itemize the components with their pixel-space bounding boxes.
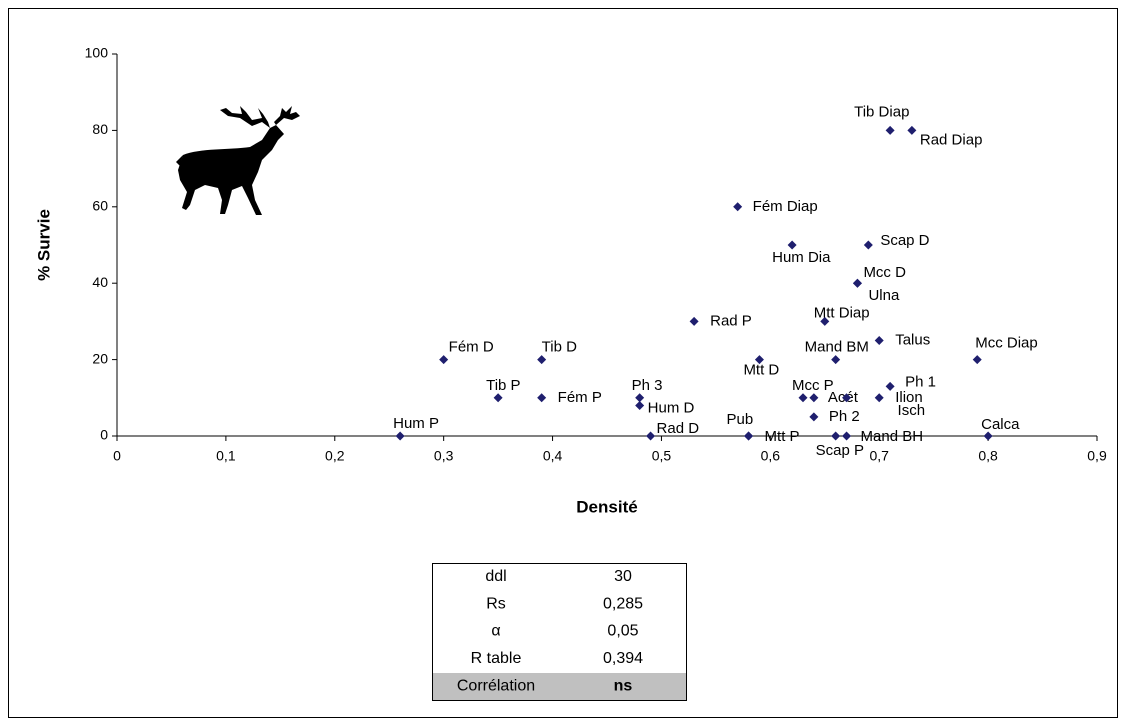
data-point [809, 393, 819, 403]
point-label: Talus [895, 331, 930, 348]
stats-table [432, 563, 687, 701]
point-label: Rad D [657, 420, 700, 437]
point-label: Ph 2 [829, 408, 860, 425]
x-tick-label: 0,4 [543, 448, 563, 464]
table-value: 0,05 [607, 623, 638, 640]
data-point [635, 393, 645, 403]
x-tick-label: 0,2 [325, 448, 345, 464]
data-point [885, 125, 895, 135]
y-axis-title: % Survie [34, 209, 53, 281]
point-label: Mcc D [863, 264, 906, 281]
point-label: Hum P [393, 415, 439, 432]
point-label: Mand BM [805, 339, 869, 356]
data-point [537, 393, 547, 403]
data-point [537, 355, 547, 365]
y-tick-label: 100 [85, 45, 109, 61]
point-label: Fém D [449, 339, 494, 356]
x-tick-label: 0,3 [434, 448, 454, 464]
point-label: Mcc Diap [975, 335, 1038, 352]
point-label: Mtt P [765, 428, 800, 445]
point-label: Ulna [868, 287, 900, 304]
x-tick-label: 0,9 [1087, 448, 1107, 464]
x-tick-label: 0,8 [978, 448, 998, 464]
data-point [874, 393, 884, 403]
data-point [493, 393, 503, 403]
x-tick-label: 0,6 [761, 448, 781, 464]
table-label: ddl [485, 568, 506, 585]
point-label: Tib P [486, 377, 520, 394]
deer-icon [176, 106, 300, 215]
point-label: Rad Diap [920, 131, 983, 148]
data-point [907, 125, 917, 135]
x-tick-label: 0,1 [216, 448, 236, 464]
table-value: 0,394 [603, 650, 643, 667]
data-point [842, 431, 852, 441]
point-label: Rad P [710, 312, 752, 329]
point-label: Calca [981, 416, 1020, 433]
data-point [983, 431, 993, 441]
table-value: 30 [614, 568, 632, 585]
data-point [635, 400, 645, 410]
data-point [744, 431, 754, 441]
data-point [831, 431, 841, 441]
point-label: Ilion [895, 389, 923, 406]
point-label: Fém P [558, 389, 602, 406]
data-point [754, 355, 764, 365]
point-label: Scap P [816, 442, 864, 459]
point-label: Ph 3 [632, 377, 663, 394]
data-point [863, 240, 873, 250]
point-label: Hum Dia [772, 249, 831, 266]
table-label: α [491, 623, 500, 640]
data-point [689, 316, 699, 326]
x-tick-label: 0,5 [652, 448, 672, 464]
x-axis-title: Densité [576, 497, 637, 516]
x-tick-label: 0 [113, 448, 121, 464]
table-label: R table [471, 650, 522, 667]
point-label: Hum D [648, 399, 695, 416]
y-tick-label: 20 [92, 350, 108, 366]
point-label: Mtt D [743, 362, 779, 379]
point-label: Tib Diap [854, 103, 909, 120]
data-point [820, 316, 830, 326]
data-point [798, 393, 808, 403]
y-tick-label: 60 [92, 198, 108, 214]
table-value: ns [614, 678, 633, 695]
data-point [787, 240, 797, 250]
data-point [972, 355, 982, 365]
point-label: Isch [898, 402, 926, 419]
data-point [885, 381, 895, 391]
point-label: Pub [727, 411, 754, 428]
point-label: Scap D [880, 232, 929, 249]
x-tick-label: 0,7 [869, 448, 889, 464]
table-row-highlight [433, 673, 686, 700]
point-label: Ph 1 [905, 373, 936, 390]
point-label: Tib D [542, 339, 577, 356]
data-point [874, 336, 884, 345]
data-point [852, 278, 862, 288]
table-label: Corrélation [457, 678, 535, 695]
y-tick-label: 0 [100, 427, 108, 443]
data-point [809, 412, 819, 422]
table-label: Rs [486, 595, 506, 612]
data-point [831, 355, 841, 365]
data-point [439, 355, 449, 365]
y-tick-label: 40 [92, 274, 108, 290]
point-label: Fém Diap [753, 198, 818, 215]
point-label: Mand BH [861, 428, 924, 445]
point-label: Mtt Diap [814, 304, 870, 321]
y-tick-label: 80 [92, 121, 108, 137]
data-point [395, 431, 405, 441]
table-value: 0,285 [603, 595, 643, 612]
data-point [842, 393, 852, 403]
data-point [646, 431, 656, 441]
data-point [733, 202, 743, 212]
point-label: Mcc P [792, 377, 834, 394]
